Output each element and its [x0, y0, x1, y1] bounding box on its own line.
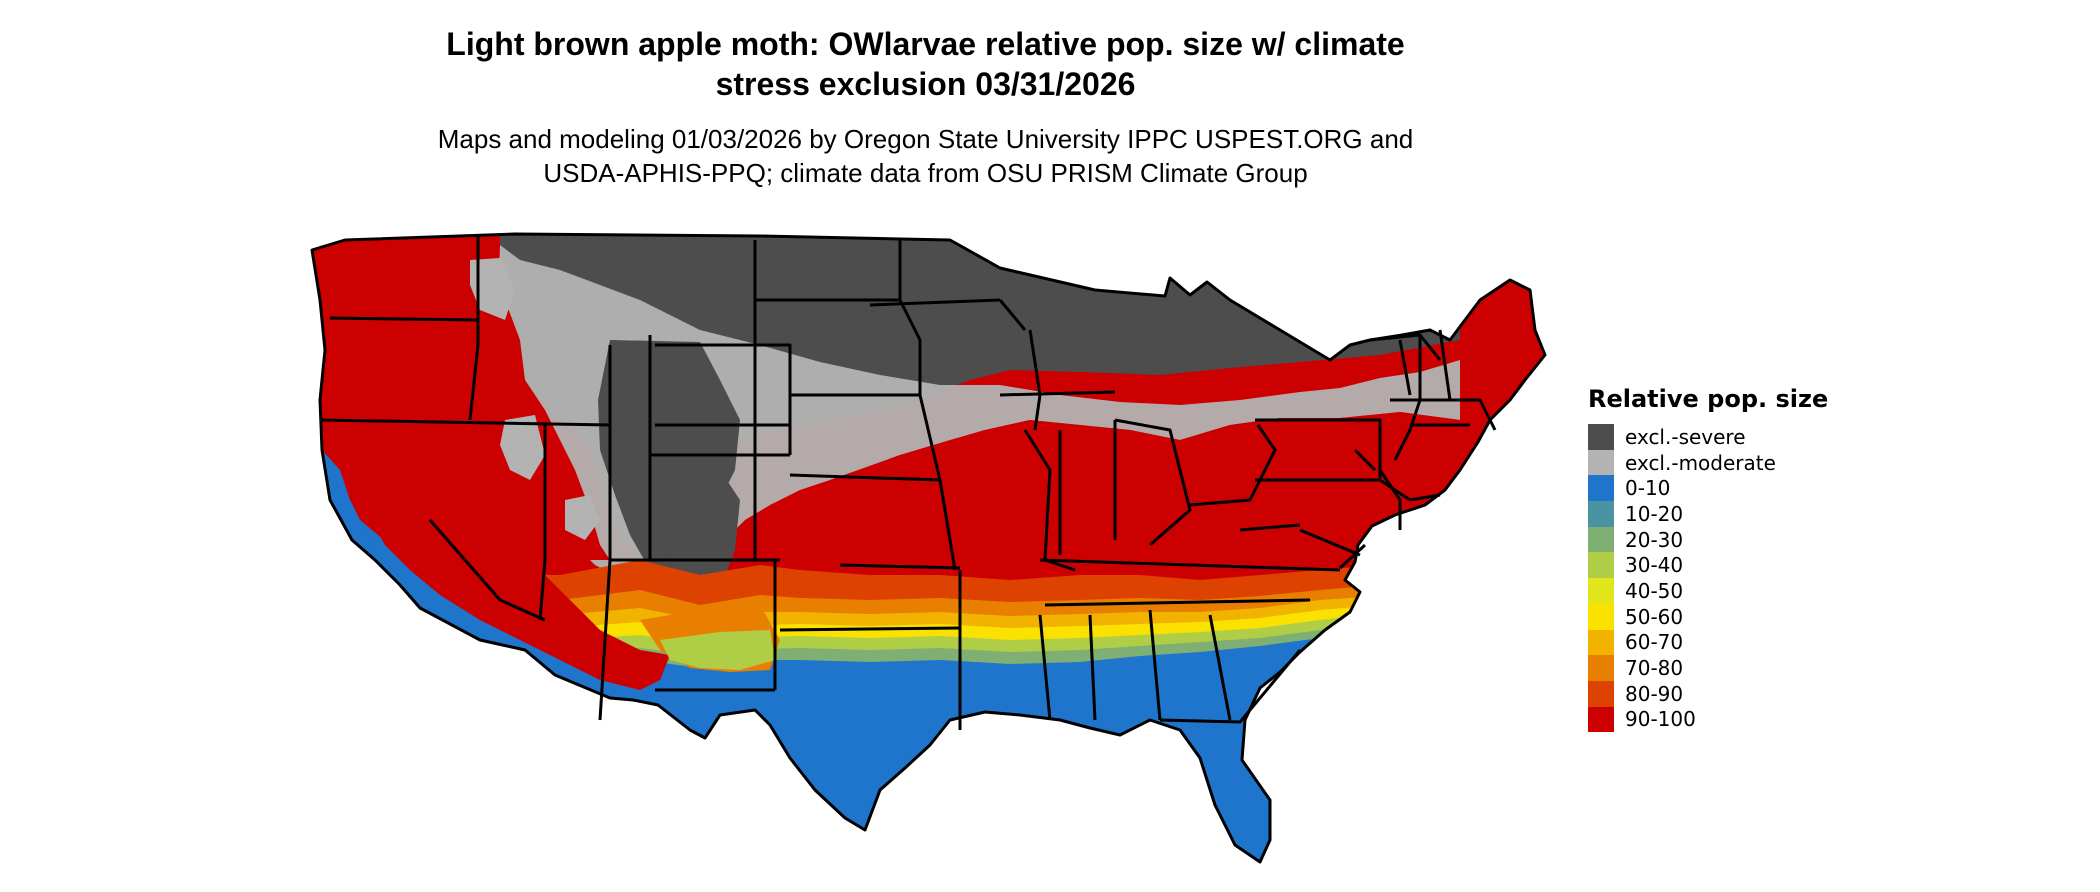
- legend-label: 70-80: [1625, 656, 1684, 681]
- legend-swatch: [1588, 449, 1614, 476]
- legend-label: 90-100: [1625, 707, 1696, 732]
- legend-item: excl.-moderate: [1588, 449, 2008, 476]
- legend-item: 50-60: [1588, 603, 2008, 630]
- legend-item: 80-90: [1588, 680, 2008, 707]
- legend-item: 90-100: [1588, 706, 2008, 733]
- legend-label: excl.-severe: [1625, 424, 1746, 449]
- legend-swatch: [1588, 655, 1614, 681]
- legend-swatch: [1588, 475, 1614, 502]
- us-map: [300, 225, 1560, 890]
- legend-item: excl.-severe: [1588, 424, 2008, 450]
- legend-item: 20-30: [1588, 526, 2008, 553]
- legend-swatch: [1588, 501, 1614, 527]
- legend-label: excl.-moderate: [1625, 450, 1776, 475]
- map-title: Light brown apple moth: OWlarvae relativ…: [0, 24, 1851, 104]
- legend-label: 10-20: [1625, 501, 1684, 526]
- legend-label: 80-90: [1625, 681, 1684, 706]
- legend-swatch: [1588, 526, 1614, 553]
- legend-swatch: [1588, 578, 1614, 604]
- map-fill-layer: [312, 234, 1545, 862]
- legend-item: 40-50: [1588, 578, 2008, 604]
- legend-items: excl.-severe excl.-moderate 0-10 10-20 20-30…: [1588, 424, 2008, 733]
- map-subtitle-line-2: USDA-APHIS-PPQ; climate data from OSU PR…: [543, 158, 1308, 188]
- legend-swatch: [1588, 552, 1614, 579]
- legend-label: 0-10: [1625, 476, 1671, 501]
- legend-swatch: [1588, 629, 1614, 656]
- legend-label: 20-30: [1625, 527, 1684, 552]
- legend-swatch: [1588, 706, 1614, 733]
- legend-swatch: [1588, 424, 1614, 450]
- legend-item: 60-70: [1588, 629, 2008, 656]
- legend-title: Relative pop. size: [1588, 385, 1829, 413]
- legend-item: 70-80: [1588, 655, 2008, 681]
- map-legend: Relative pop. size excl.-severe excl.-mod…: [1588, 384, 2008, 733]
- legend-item: 30-40: [1588, 552, 2008, 579]
- legend-item: 10-20: [1588, 501, 2008, 527]
- map-subtitle: Maps and modeling 01/03/2026 by Oregon S…: [0, 122, 1851, 190]
- legend-swatch: [1588, 603, 1614, 630]
- legend-label: 30-40: [1625, 553, 1684, 578]
- map-subtitle-line-1: Maps and modeling 01/03/2026 by Oregon S…: [437, 124, 1414, 154]
- map-title-line-1: Light brown apple moth: OWlarvae relativ…: [446, 26, 1405, 62]
- legend-item: 0-10: [1588, 475, 2008, 502]
- legend-label: 50-60: [1625, 604, 1684, 629]
- legend-label: 40-50: [1625, 578, 1684, 603]
- legend-swatch: [1588, 680, 1614, 707]
- us-map-svg: [310, 232, 1547, 864]
- state-boundaries: [310, 232, 1547, 864]
- map-title-line-2: stress exclusion 03/31/2026: [715, 66, 1136, 102]
- legend-label: 60-70: [1625, 630, 1684, 655]
